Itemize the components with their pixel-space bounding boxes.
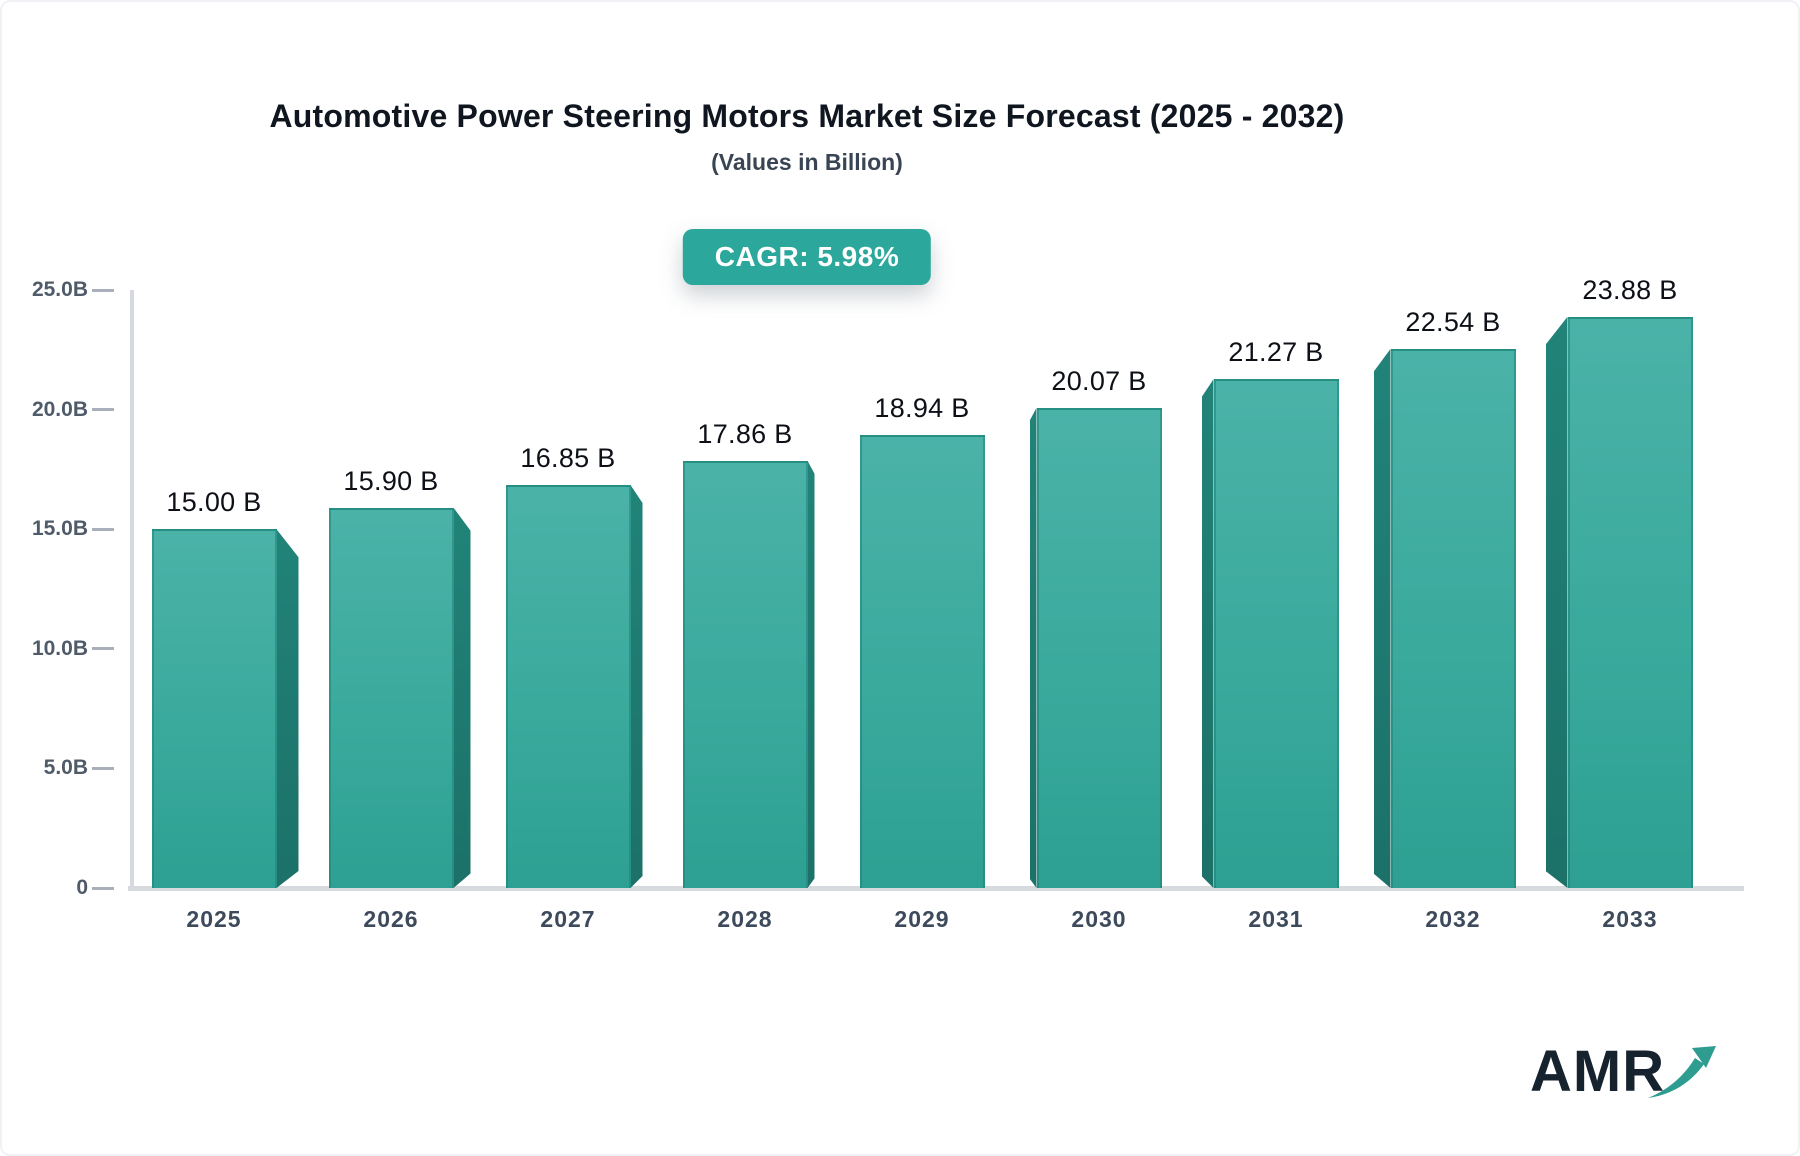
y-tick-mark: [92, 408, 114, 412]
bar: [328, 507, 454, 888]
bar: [1567, 316, 1693, 888]
x-axis-year-label: 2032: [1425, 906, 1481, 932]
bar-value-label: 17.86 B: [697, 418, 793, 449]
x-axis-line: [128, 886, 1744, 891]
bar: [859, 434, 985, 888]
y-axis-line: [130, 290, 134, 891]
x-axis-year-label: 2029: [894, 906, 950, 932]
y-tick-mark: [92, 647, 114, 651]
bar: [682, 460, 808, 888]
cagr-badge: CAGR: 5.98%: [682, 229, 932, 285]
bar-value-label: 20.07 B: [1051, 365, 1147, 396]
x-axis-year-label: 2030: [1071, 906, 1127, 932]
y-tick-label: 5.0B: [43, 756, 88, 780]
x-axis-year-label: 2026: [363, 906, 419, 932]
bar-value-label: 18.94 B: [874, 392, 970, 423]
x-axis-year-label: 2025: [186, 906, 242, 932]
bar-value-label: 21.27 B: [1228, 337, 1324, 368]
bar: [1036, 407, 1162, 888]
bar-side-face: [1202, 379, 1214, 888]
bar: [505, 484, 631, 888]
y-tick-label: 25.0B: [31, 278, 88, 301]
chart-title: Automotive Power Steering Motors Market …: [269, 98, 1345, 134]
bar-side-face: [454, 508, 471, 888]
growth-arrow-icon: [1648, 1046, 1716, 1098]
x-axis-year-label: 2033: [1602, 906, 1658, 932]
amr-logo: AMR: [1530, 1032, 1716, 1122]
bar-value-label: 22.54 B: [1405, 306, 1501, 337]
y-tick-label: 20.0B: [31, 397, 88, 421]
y-tick-label: 10.0B: [31, 636, 88, 660]
bar-side-face: [808, 461, 815, 888]
bar-side-face: [1030, 408, 1037, 888]
bar-value-label: 15.90 B: [343, 465, 439, 496]
x-axis-year-label: 2028: [717, 906, 773, 932]
x-axis-year-label: 2031: [1248, 906, 1304, 932]
bar-value-label: 15.00 B: [166, 487, 262, 518]
y-tick-label: 0: [76, 876, 88, 899]
bar-side-face: [277, 529, 299, 888]
bar: [1213, 379, 1339, 888]
bar-value-label: 16.85 B: [520, 442, 616, 473]
chart-subtitle: (Values in Billion): [711, 149, 903, 175]
amr-logo-text: AMR: [1530, 1039, 1666, 1104]
bar-side-face: [1546, 317, 1568, 888]
chart-header: Automotive Power Steering Motors Market …: [2, 98, 1612, 176]
bar-side-face: [631, 485, 643, 888]
bar-value-label: 23.88 B: [1582, 274, 1678, 305]
bar: [1390, 348, 1516, 888]
x-axis-year-label: 2027: [540, 906, 596, 932]
bar-side-face: [1374, 349, 1391, 888]
y-tick-label: 15.0B: [31, 517, 88, 541]
y-tick-mark: [92, 886, 114, 890]
bar: [151, 529, 277, 888]
y-tick-mark: [92, 288, 114, 292]
y-tick-mark: [92, 766, 114, 770]
y-tick-mark: [92, 527, 114, 531]
